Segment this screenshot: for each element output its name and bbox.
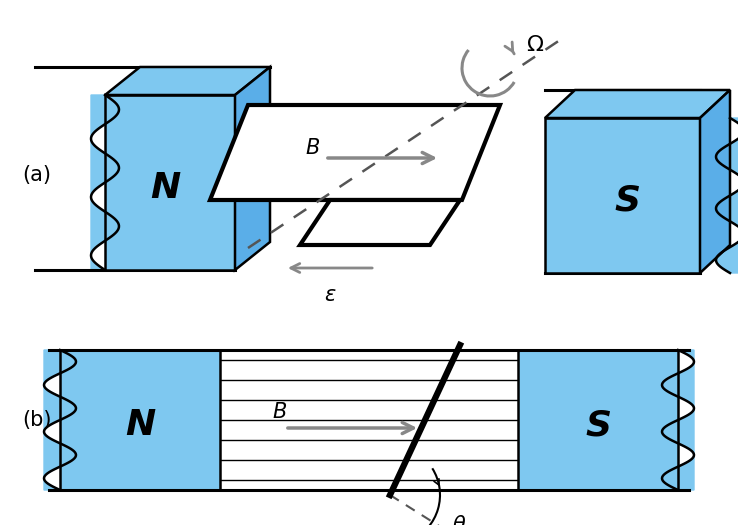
Polygon shape xyxy=(700,90,730,273)
Polygon shape xyxy=(545,90,730,118)
Text: (b): (b) xyxy=(22,410,52,430)
Text: $B$: $B$ xyxy=(305,138,320,158)
Text: N: N xyxy=(150,171,180,205)
Text: (a): (a) xyxy=(22,165,51,185)
Polygon shape xyxy=(716,118,738,273)
Polygon shape xyxy=(60,350,220,490)
Text: $\varepsilon$: $\varepsilon$ xyxy=(324,285,337,305)
Polygon shape xyxy=(518,350,678,490)
Polygon shape xyxy=(210,105,500,200)
Text: S: S xyxy=(585,408,611,442)
Polygon shape xyxy=(545,118,700,273)
Text: $\Omega$: $\Omega$ xyxy=(526,35,544,55)
Text: $\theta$: $\theta$ xyxy=(452,515,466,525)
Text: $B$: $B$ xyxy=(272,402,287,422)
Polygon shape xyxy=(105,95,235,270)
Polygon shape xyxy=(300,200,460,245)
Polygon shape xyxy=(91,95,119,270)
Polygon shape xyxy=(662,350,694,490)
Polygon shape xyxy=(105,67,270,95)
Polygon shape xyxy=(44,350,76,490)
Polygon shape xyxy=(235,67,270,270)
Text: N: N xyxy=(125,408,155,442)
Text: S: S xyxy=(615,184,641,217)
